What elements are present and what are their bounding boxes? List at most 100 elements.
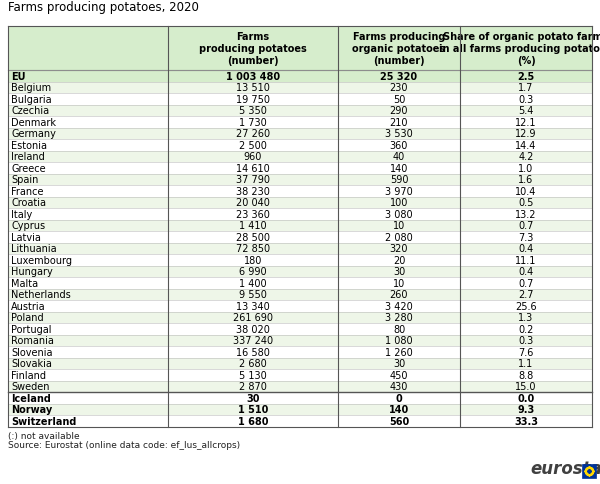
Text: 14 610: 14 610 (236, 164, 270, 173)
Text: 10: 10 (393, 221, 405, 231)
Bar (8, 301, 592, 312)
Text: 1.7: 1.7 (518, 83, 533, 93)
Bar (8, 289, 592, 301)
Text: Slovakia: Slovakia (11, 359, 52, 368)
Bar (8, 231, 592, 243)
Text: 5 350: 5 350 (239, 106, 267, 116)
Bar (8, 197, 592, 209)
Text: 7.3: 7.3 (518, 232, 533, 242)
Text: 19 750: 19 750 (236, 94, 270, 105)
Text: 38 230: 38 230 (236, 186, 270, 197)
Text: Malta: Malta (11, 278, 38, 288)
Bar (8, 71, 592, 82)
Text: Austria: Austria (11, 301, 46, 311)
Text: 2.7: 2.7 (518, 289, 534, 300)
Text: 2 080: 2 080 (385, 232, 413, 242)
Text: Germany: Germany (11, 129, 56, 139)
Text: 0.4: 0.4 (518, 244, 533, 254)
Bar (582, 464, 596, 478)
Text: 3 970: 3 970 (385, 186, 413, 197)
Text: 0: 0 (395, 393, 403, 403)
Text: Farms producing potatoes, 2020: Farms producing potatoes, 2020 (8, 1, 199, 14)
Text: Source: Eurostat (online data code: ef_lus_allcrops): Source: Eurostat (online data code: ef_l… (8, 440, 240, 450)
Text: Czechia: Czechia (11, 106, 49, 116)
Text: 40: 40 (393, 152, 405, 162)
Bar (8, 151, 592, 163)
Text: (:) not available: (:) not available (8, 432, 80, 440)
Text: Latvia: Latvia (11, 232, 41, 242)
Text: Croatia: Croatia (11, 198, 46, 208)
Text: 0.3: 0.3 (518, 335, 533, 346)
Text: 13 340: 13 340 (236, 301, 270, 311)
Text: 337 240: 337 240 (233, 335, 273, 346)
Text: Norway: Norway (11, 405, 52, 414)
Text: 0.5: 0.5 (518, 198, 533, 208)
Text: Switzerland: Switzerland (11, 416, 76, 426)
Text: 180: 180 (244, 255, 262, 265)
Text: Italy: Italy (11, 209, 32, 219)
Text: 1 080: 1 080 (385, 335, 413, 346)
Text: 4.2: 4.2 (518, 152, 533, 162)
Bar (8, 140, 592, 151)
Bar (8, 186, 592, 197)
Text: 1 680: 1 680 (238, 416, 268, 426)
Text: 13 510: 13 510 (236, 83, 270, 93)
Text: Estonia: Estonia (11, 140, 47, 151)
Text: 1 003 480: 1 003 480 (226, 72, 280, 82)
Text: 360: 360 (390, 140, 408, 151)
Text: 7.6: 7.6 (518, 347, 533, 357)
Bar (8, 220, 592, 231)
Bar (8, 312, 592, 323)
Text: 9.3: 9.3 (517, 405, 535, 414)
Bar (8, 266, 592, 277)
Text: Bulgaria: Bulgaria (11, 94, 52, 105)
Bar (8, 323, 592, 335)
Bar (8, 243, 592, 255)
Bar (8, 381, 592, 392)
Text: Farms producing
organic potatoes
(number): Farms producing organic potatoes (number… (352, 31, 446, 66)
Text: 20 040: 20 040 (236, 198, 270, 208)
Text: 230: 230 (390, 83, 408, 93)
Bar (8, 174, 592, 186)
Bar (8, 82, 592, 94)
Text: 3 080: 3 080 (385, 209, 413, 219)
Text: 100: 100 (390, 198, 408, 208)
Bar (8, 369, 592, 381)
Text: 16 580: 16 580 (236, 347, 270, 357)
Text: 0.4: 0.4 (518, 267, 533, 277)
Text: 320: 320 (390, 244, 408, 254)
Bar (8, 106, 592, 117)
Text: 0.7: 0.7 (518, 278, 533, 288)
Text: Poland: Poland (11, 313, 44, 322)
Bar (8, 209, 592, 220)
Text: Farms
producing potatoes
(number): Farms producing potatoes (number) (199, 31, 307, 66)
Text: Portugal: Portugal (11, 324, 52, 334)
Text: 590: 590 (390, 175, 408, 185)
Text: Greece: Greece (11, 164, 46, 173)
Bar (8, 117, 592, 128)
Text: 20: 20 (393, 255, 405, 265)
Text: 450: 450 (390, 370, 408, 380)
Text: 0.2: 0.2 (518, 324, 533, 334)
Text: Luxembourg: Luxembourg (11, 255, 72, 265)
Text: 80: 80 (393, 324, 405, 334)
Text: Hungary: Hungary (11, 267, 53, 277)
Bar (8, 255, 592, 266)
Text: 560: 560 (389, 416, 409, 426)
Text: 28 500: 28 500 (236, 232, 270, 242)
Bar (8, 163, 592, 174)
Text: 30: 30 (393, 267, 405, 277)
Text: 430: 430 (390, 381, 408, 392)
Text: Spain: Spain (11, 175, 38, 185)
Text: Finland: Finland (11, 370, 46, 380)
Text: Iceland: Iceland (11, 393, 51, 403)
Text: 261 690: 261 690 (233, 313, 273, 322)
Text: 8.8: 8.8 (518, 370, 533, 380)
Bar (8, 94, 592, 106)
Text: 37 790: 37 790 (236, 175, 270, 185)
Text: Romania: Romania (11, 335, 54, 346)
Bar (8, 358, 592, 369)
Text: 140: 140 (389, 405, 409, 414)
Text: 1 730: 1 730 (239, 118, 267, 127)
Text: 1 410: 1 410 (239, 221, 267, 231)
